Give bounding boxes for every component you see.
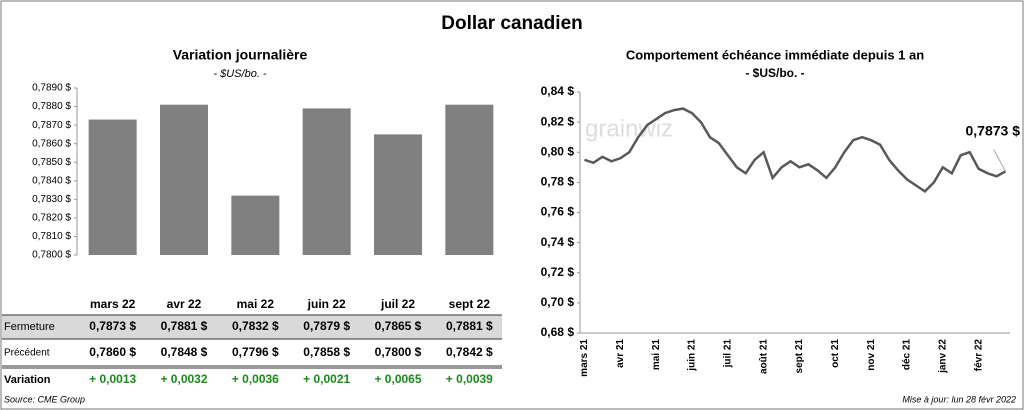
table-cell: + 0,0036 [232,372,279,386]
table-cell: 0,7881 $ [446,319,493,333]
x-tick-label: févr 22 [973,339,984,372]
table-cell: + 0,0032 [160,372,207,386]
bar-title: Variation journalière [173,47,308,63]
y-tick-label: 0,82 $ [541,114,575,128]
y-tick-label: 0,80 $ [541,144,575,158]
y-tick-label: 0,7800 $ [32,250,71,261]
y-tick-label: 0,84 $ [541,84,575,98]
table-cell: + 0,0039 [446,372,493,386]
y-tick-label: 0,78 $ [541,175,575,189]
x-tick-label: sept 22 [449,297,491,311]
line-title: Comportement échéance immédiate depuis 1… [626,47,924,62]
row-label: Variation [4,374,51,386]
x-tick-label: mai 21 [651,339,662,371]
x-tick-label: juil 21 [722,339,733,369]
y-tick-label: 0,7830 $ [32,194,71,205]
row-label: Fermeture [4,321,55,333]
annotation-leader [993,149,1006,172]
table-cell: 0,7879 $ [303,319,350,333]
bar [231,195,280,255]
y-tick-label: 0,7880 $ [32,101,71,112]
table-cell: + 0,0065 [374,372,421,386]
x-tick-label: août 21 [758,339,769,374]
row-label: Précédent [4,348,50,359]
y-tick-label: 0,74 $ [541,235,575,249]
line-subtitle: - $US/bo. - [745,66,804,80]
table-cell: + 0,0021 [303,372,350,386]
line-series [584,107,1007,194]
bar [302,108,351,256]
bar [88,119,137,256]
x-tick-label: sept 21 [794,339,805,374]
table-cell: 0,7832 $ [232,319,279,333]
updated: Mise à jour: lun 28 févr 2022 [902,394,1016,404]
table-cell: 0,7842 $ [446,345,493,359]
table-cell: + 0,0013 [89,372,136,386]
y-tick-label: 0,7840 $ [32,175,71,186]
x-tick-label: déc 21 [902,339,913,371]
x-tick-label: oct 21 [830,339,841,368]
bar [374,134,422,255]
y-tick-label: 0,76 $ [541,205,575,219]
page-title: Dollar canadien [441,13,583,34]
y-tick-label: 0,7870 $ [32,120,71,131]
bar-subtitle: - $US/bo. - [213,68,267,80]
table-cell: 0,7860 $ [89,345,136,359]
x-tick-label: avr 21 [615,339,626,368]
bar [445,104,494,255]
bar [160,104,208,255]
table-cell: 0,7881 $ [161,319,208,333]
table-cell: 0,7848 $ [161,345,208,359]
x-tick-label: janv 22 [937,339,948,374]
y-tick-label: 0,7860 $ [32,138,71,149]
x-tick-label: mai 22 [237,297,275,311]
x-tick-label: mars 21 [579,339,590,377]
y-tick-label: 0,70 $ [541,295,575,309]
table-cell: 0,7858 $ [303,345,350,359]
y-tick-label: 0,68 $ [541,325,575,339]
y-tick-label: 0,7810 $ [32,231,71,242]
x-tick-label: juil 22 [380,297,415,311]
row-bg [2,315,502,339]
y-tick-label: 0,7890 $ [32,83,71,94]
x-tick-label: juin 21 [687,339,698,372]
annotation: 0,7873 $ [966,123,1021,139]
x-tick-label: nov 21 [866,339,877,371]
x-tick-label: mars 22 [90,297,136,311]
table-cell: 0,7800 $ [375,345,422,359]
source: Source: CME Group [4,394,85,404]
y-tick-label: 0,72 $ [541,265,575,279]
x-tick-label: avr 22 [167,297,202,311]
watermark: grainwiz [585,115,673,142]
y-tick-label: 0,7820 $ [32,213,71,224]
table-cell: 0,7873 $ [89,319,136,333]
table-cell: 0,7865 $ [375,319,422,333]
y-tick-label: 0,7850 $ [32,157,71,168]
x-tick-label: juin 22 [307,297,346,311]
table-cell: 0,7796 $ [232,345,279,359]
